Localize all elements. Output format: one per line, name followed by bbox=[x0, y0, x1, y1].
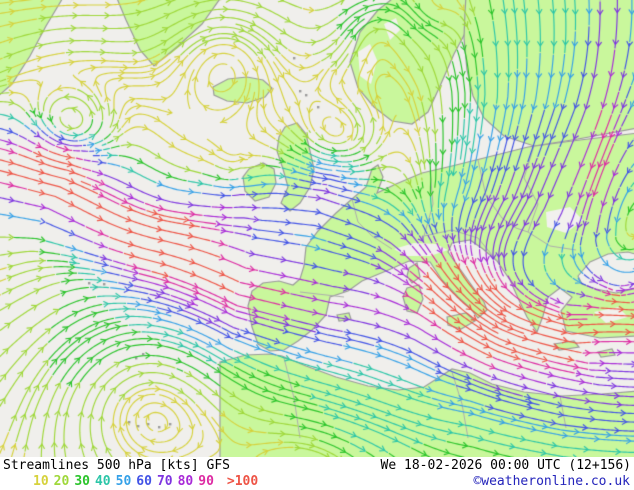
legend-value-80: 80 bbox=[177, 474, 194, 489]
caption-row-1: Streamlines 500 hPa [kts] GFS We 18-02-2… bbox=[0, 458, 634, 474]
legend-value-40: 40 bbox=[94, 474, 111, 489]
speed-legend: 10 20 30 40 50 60 70 80 90 >100 bbox=[33, 474, 263, 489]
legend-value-90: 90 bbox=[198, 474, 214, 489]
caption-row-2: 10 20 30 40 50 60 70 80 90 >100 ©weatheronline.co… bbox=[0, 474, 634, 490]
map-datetime: We 18-02-2026 00:00 UTC (12+156) bbox=[380, 458, 631, 473]
streamline-map-canvas bbox=[0, 0, 634, 457]
legend-value-60: 60 bbox=[136, 474, 152, 489]
legend-value-100: >100 bbox=[226, 474, 259, 489]
legend-value-70: 70 bbox=[156, 474, 173, 489]
legend-value-20: 20 bbox=[53, 474, 70, 489]
copyright-credit: ©weatheronline.co.uk bbox=[473, 474, 630, 489]
legend-value-10: 10 bbox=[33, 474, 49, 489]
legend-value-50: 50 bbox=[115, 474, 132, 489]
legend-value-30: 30 bbox=[74, 474, 90, 489]
map-title: Streamlines 500 hPa [kts] GFS bbox=[3, 458, 230, 473]
caption-bar: Streamlines 500 hPa [kts] GFS We 18-02-2… bbox=[0, 457, 634, 490]
